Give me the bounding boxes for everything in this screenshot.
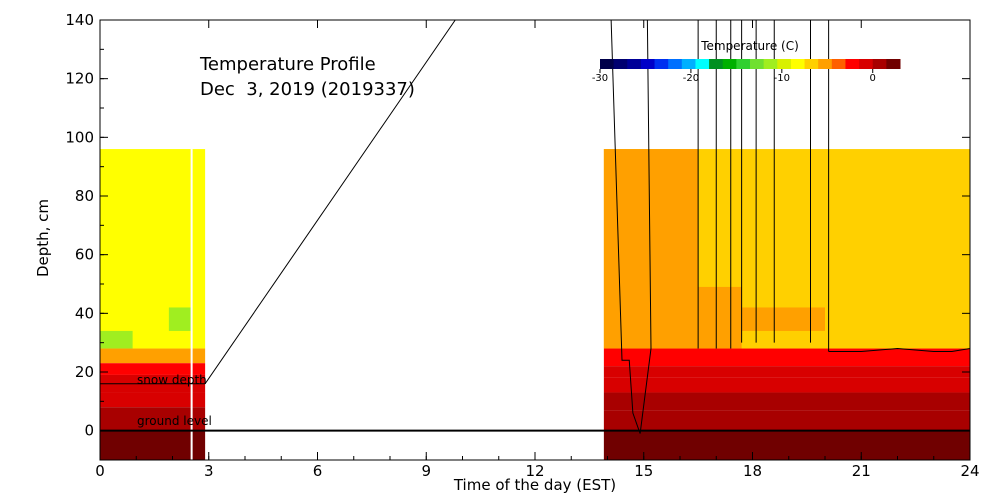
y-tick-label: 120 [65,70,94,88]
heatmap-cell-19 [603,430,970,460]
y-tick-label: 80 [75,187,94,205]
colorbar-tick-label: -20 [683,73,699,84]
heatmap-cell-3 [100,348,206,364]
heatmap-cell-18 [603,410,970,431]
heatmap-cell-8 [100,430,206,460]
colorbar-swatch [681,59,696,69]
colorbar-swatch [736,59,751,69]
colorbar-swatch [640,59,656,69]
x-axis-label: Time of the day (EST) [453,476,616,494]
data-gap [190,149,193,461]
colorbar-swatch [804,59,819,69]
colorbar-swatch [790,59,806,69]
y-tick-label: 100 [65,128,94,146]
colorbar-tick-label: -10 [774,73,790,84]
x-tick-label: 0 [95,462,105,480]
annotation-snow-depth: snow depth [137,373,207,387]
axes: 0 3 6 9 12 15 18 21 24 0 20 40 60 80 100 120 140 [65,11,979,480]
y-tick-label: 40 [75,304,94,322]
heatmap-cell-12 [741,307,825,331]
colorbar: -30 -20 -10 0 [592,59,901,84]
snow-depth-line [204,19,456,385]
heatmap-cell-6 [100,392,206,408]
heatmap-cell-11 [698,286,742,349]
colorbar-tick-label: -30 [592,73,608,84]
snow-depth-trace [610,19,652,434]
x-tick-label: 9 [421,462,431,480]
heatmap-cell-14 [603,366,825,378]
colorbar-swatch [722,59,737,69]
colorbar-swatch [668,59,683,69]
heatmap-cell-17 [603,392,970,411]
colorbar-swatch [872,59,887,69]
y-tick-label: 0 [84,422,94,440]
chart-title: Temperature Profile [199,54,376,75]
heatmap-cell-7 [100,407,206,431]
colorbar-swatch [750,59,765,69]
y-axis-label: Depth, cm [34,199,52,277]
colorbar-swatch [627,59,642,69]
heatmap-cell-4 [100,363,206,375]
x-tick-label: 12 [525,462,544,480]
heatmap-cell-16 [603,377,970,393]
heatmap-cell-1 [100,330,133,349]
colorbar-swatch [831,59,846,69]
colorbar-label: Temperature (C) [700,39,799,53]
y-tick-label: 60 [75,246,94,264]
y-tick-label: 140 [65,11,94,29]
heatmap-cell-13 [603,348,970,367]
heatmap-cell-15 [825,366,970,378]
x-tick-label: 21 [852,462,871,480]
colorbar-swatch [709,59,724,69]
x-tick-label: 15 [634,462,653,480]
colorbar-swatch [818,59,833,69]
colorbar-swatch [886,59,901,69]
x-tick-label: 6 [313,462,323,480]
y-tick-label: 20 [75,363,94,381]
colorbar-swatch [777,59,792,69]
colorbar-swatch [845,59,860,69]
annotation-ground-level: ground level [137,414,212,428]
colorbar-swatch [763,59,778,69]
colorbar-swatch [695,59,710,69]
colorbar-tick-label: 0 [870,73,876,84]
x-tick-label: 3 [204,462,214,480]
heatmap-cell-2 [168,307,191,331]
plot-area [100,19,971,461]
chart-subtitle: Dec 3, 2019 (2019337) [200,79,415,100]
x-tick-label: 24 [960,462,979,480]
colorbar-swatch [654,59,669,69]
trace-tail [828,348,971,352]
colorbar-swatch [859,59,874,69]
x-tick-label: 18 [743,462,762,480]
colorbar-swatch [613,59,628,69]
colorbar-swatch [600,59,615,69]
